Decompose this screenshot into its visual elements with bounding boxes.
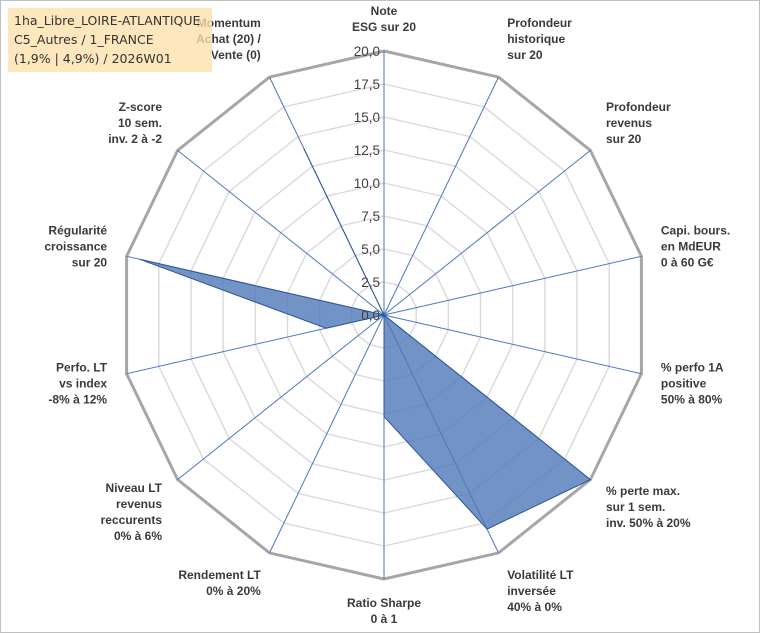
radar-spoke <box>177 314 385 480</box>
radar-spoke <box>177 150 385 316</box>
radar-tick-label: 7,5 <box>361 209 380 224</box>
radar-axis-label: Momentum Achat (20) / Vente (0) <box>196 16 261 62</box>
radar-axis-label: Profondeur revenus sur 20 <box>606 100 671 146</box>
radar-spoke <box>383 150 591 316</box>
radar-tick-label: 12,5 <box>354 143 380 158</box>
radar-axis-label: Capi. bours. en MdEUR 0 à 60 G€ <box>661 224 730 270</box>
radar-axis-label: Perfo. LT vs index -8% à 12% <box>48 361 107 407</box>
radar-tick-label: 5,0 <box>361 242 380 257</box>
radar-axis-label: Z-score 10 sem. inv. 2 à -2 <box>108 100 162 146</box>
radar-axis-label: % perfo 1A positive 50% à 80% <box>661 361 724 407</box>
radar-axis-label: Profondeur historique sur 20 <box>507 16 572 62</box>
header-line-3: (1,9% | 4,9%) / 2026W01 <box>14 51 172 66</box>
radar-spoke <box>269 314 385 554</box>
radar-spoke <box>383 314 642 375</box>
radar-tick-label: 10,0 <box>354 176 380 191</box>
radar-axis-label: Régularité croissance sur 20 <box>44 224 107 270</box>
header-line-1: 1ha_Libre_LOIRE-ATLANTIQUE <box>14 13 201 28</box>
radar-axis-label: Volatilité LT inversée 40% à 0% <box>507 568 574 614</box>
radar-series-area <box>139 148 592 530</box>
radar-axis-label: Niveau LT revenus reccurents 0% à 6% <box>101 481 163 543</box>
chart-header-box: 1ha_Libre_LOIRE-ATLANTIQUE C5_Autres / 1… <box>8 8 212 72</box>
radar-spoke <box>383 76 499 316</box>
radar-tick-label: 20,0 <box>354 44 380 59</box>
radar-axis-label: % perte max. sur 1 sem. inv. 50% à 20% <box>606 484 691 530</box>
radar-tick-label: 2,5 <box>361 275 380 290</box>
radar-axis-label: Ratio Sharpe 0 à 1 <box>347 596 421 626</box>
header-line-2: C5_Autres / 1_FRANCE <box>14 32 154 47</box>
radar-tick-label: 17,5 <box>354 77 380 92</box>
radar-axis-label: Note ESG sur 20 <box>352 4 416 34</box>
radar-spoke <box>383 255 642 316</box>
radar-axis-label: Rendement LT 0% à 20% <box>178 568 261 598</box>
radar-tick-label: 15,0 <box>354 110 380 125</box>
radar-tick-label: 0,0 <box>361 308 380 323</box>
